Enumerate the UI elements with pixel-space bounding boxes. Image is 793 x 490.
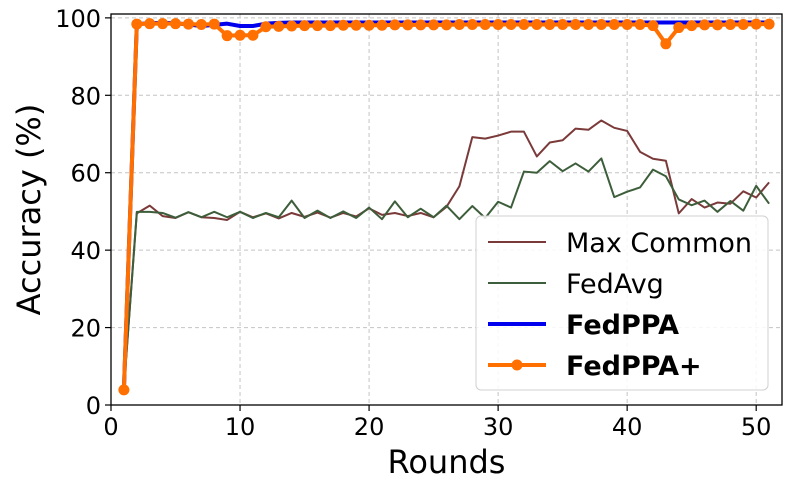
x-tick-label: 30 <box>483 413 514 441</box>
fedppa-data-point <box>608 18 620 30</box>
legend-label-fedavg: FedAvg <box>566 269 664 300</box>
fedppa-data-point <box>182 18 194 30</box>
x-tick-label: 0 <box>103 413 118 441</box>
fedppa-data-point <box>324 20 336 32</box>
fedppa-data-point <box>750 18 762 30</box>
fedppa-data-point <box>247 29 259 41</box>
legend-label-max-common: Max Common <box>566 228 752 259</box>
fedppa-data-point <box>234 29 246 41</box>
fedppa-data-point <box>570 18 582 30</box>
legend-label-fedppa: FedPPA+ <box>566 351 702 382</box>
legend-marker-fedppa <box>511 359 523 371</box>
fedppa-data-point <box>673 22 685 34</box>
fedppa-data-point <box>195 18 207 30</box>
fedppa-data-point <box>544 18 556 30</box>
fedppa-data-point <box>518 18 530 30</box>
fedppa-data-point <box>660 38 672 50</box>
legend: Max Common FedAvg FedPPA FedPPA+ <box>475 215 769 391</box>
fedppa-data-point <box>299 20 311 32</box>
fedppa-data-point <box>466 18 478 30</box>
fedppa-data-point <box>763 18 775 30</box>
fedppa-data-point <box>647 20 659 32</box>
y-tick-label: 20 <box>70 315 101 343</box>
fedppa-data-point <box>363 19 375 31</box>
fedppa-data-point <box>479 18 491 30</box>
fedavg-series-line <box>122 157 770 390</box>
fedppa-data-point <box>582 18 594 30</box>
fedppa-data-point <box>428 19 440 31</box>
fedppa-data-point <box>453 18 465 30</box>
fedppa-data-point <box>337 19 349 31</box>
fedppa-data-point <box>286 20 298 32</box>
fedppa-data-point <box>724 18 736 30</box>
fedppa-data-point <box>415 19 427 31</box>
x-tick-label: 40 <box>612 413 643 441</box>
y-tick-label: 100 <box>55 5 101 33</box>
fedppa-data-point <box>221 30 233 42</box>
fedppa-data-point <box>260 21 272 33</box>
fedppa-data-point <box>441 19 452 31</box>
fedppa-data-point <box>350 19 362 31</box>
x-tick-label: 50 <box>741 413 772 441</box>
axis-ticks: 0 10 20 30 40 50 0 20 40 60 80 100 <box>55 5 771 441</box>
fedppa-data-point <box>157 18 169 30</box>
x-tick-label: 20 <box>354 413 385 441</box>
fedppa-data-point <box>208 18 220 30</box>
fedppa-data-point <box>144 18 156 30</box>
x-tick-label: 10 <box>225 413 256 441</box>
fedppa-data-point <box>402 19 414 31</box>
legend-label-fedppa: FedPPA <box>566 310 679 341</box>
fedppa-data-point <box>737 18 749 30</box>
x-axis-label: Rounds <box>388 443 506 481</box>
fedppa-data-point <box>273 20 285 32</box>
fedppa-data-point <box>389 19 401 31</box>
y-tick-label: 0 <box>86 392 101 420</box>
fedppa-data-point <box>118 384 130 396</box>
y-tick-label: 40 <box>70 237 101 265</box>
legend-box <box>475 215 769 391</box>
plot-series <box>118 18 775 396</box>
fedppa-data-point <box>311 20 323 32</box>
fedppa-data-point <box>131 18 143 30</box>
fedppa-data-point <box>686 20 698 32</box>
y-tick-label: 80 <box>70 82 101 110</box>
plot-frame <box>110 13 783 406</box>
fedppa-data-point <box>492 18 504 30</box>
y-tick-label: 60 <box>70 160 101 188</box>
y-axis-label: Accuracy (%) <box>10 104 48 316</box>
fedppa-data-point <box>621 18 633 30</box>
fedppa-data-point <box>557 18 569 30</box>
fedppa-data-point <box>531 18 543 30</box>
fedppa-data-point <box>699 19 711 31</box>
fedppa-data-point <box>711 19 723 31</box>
fedppa-data-point <box>505 18 517 30</box>
fedppa-data-point <box>634 18 646 30</box>
fedppa-data-point <box>595 18 607 30</box>
fedppa-data-point <box>376 19 388 31</box>
fedppa-data-point <box>170 18 182 30</box>
